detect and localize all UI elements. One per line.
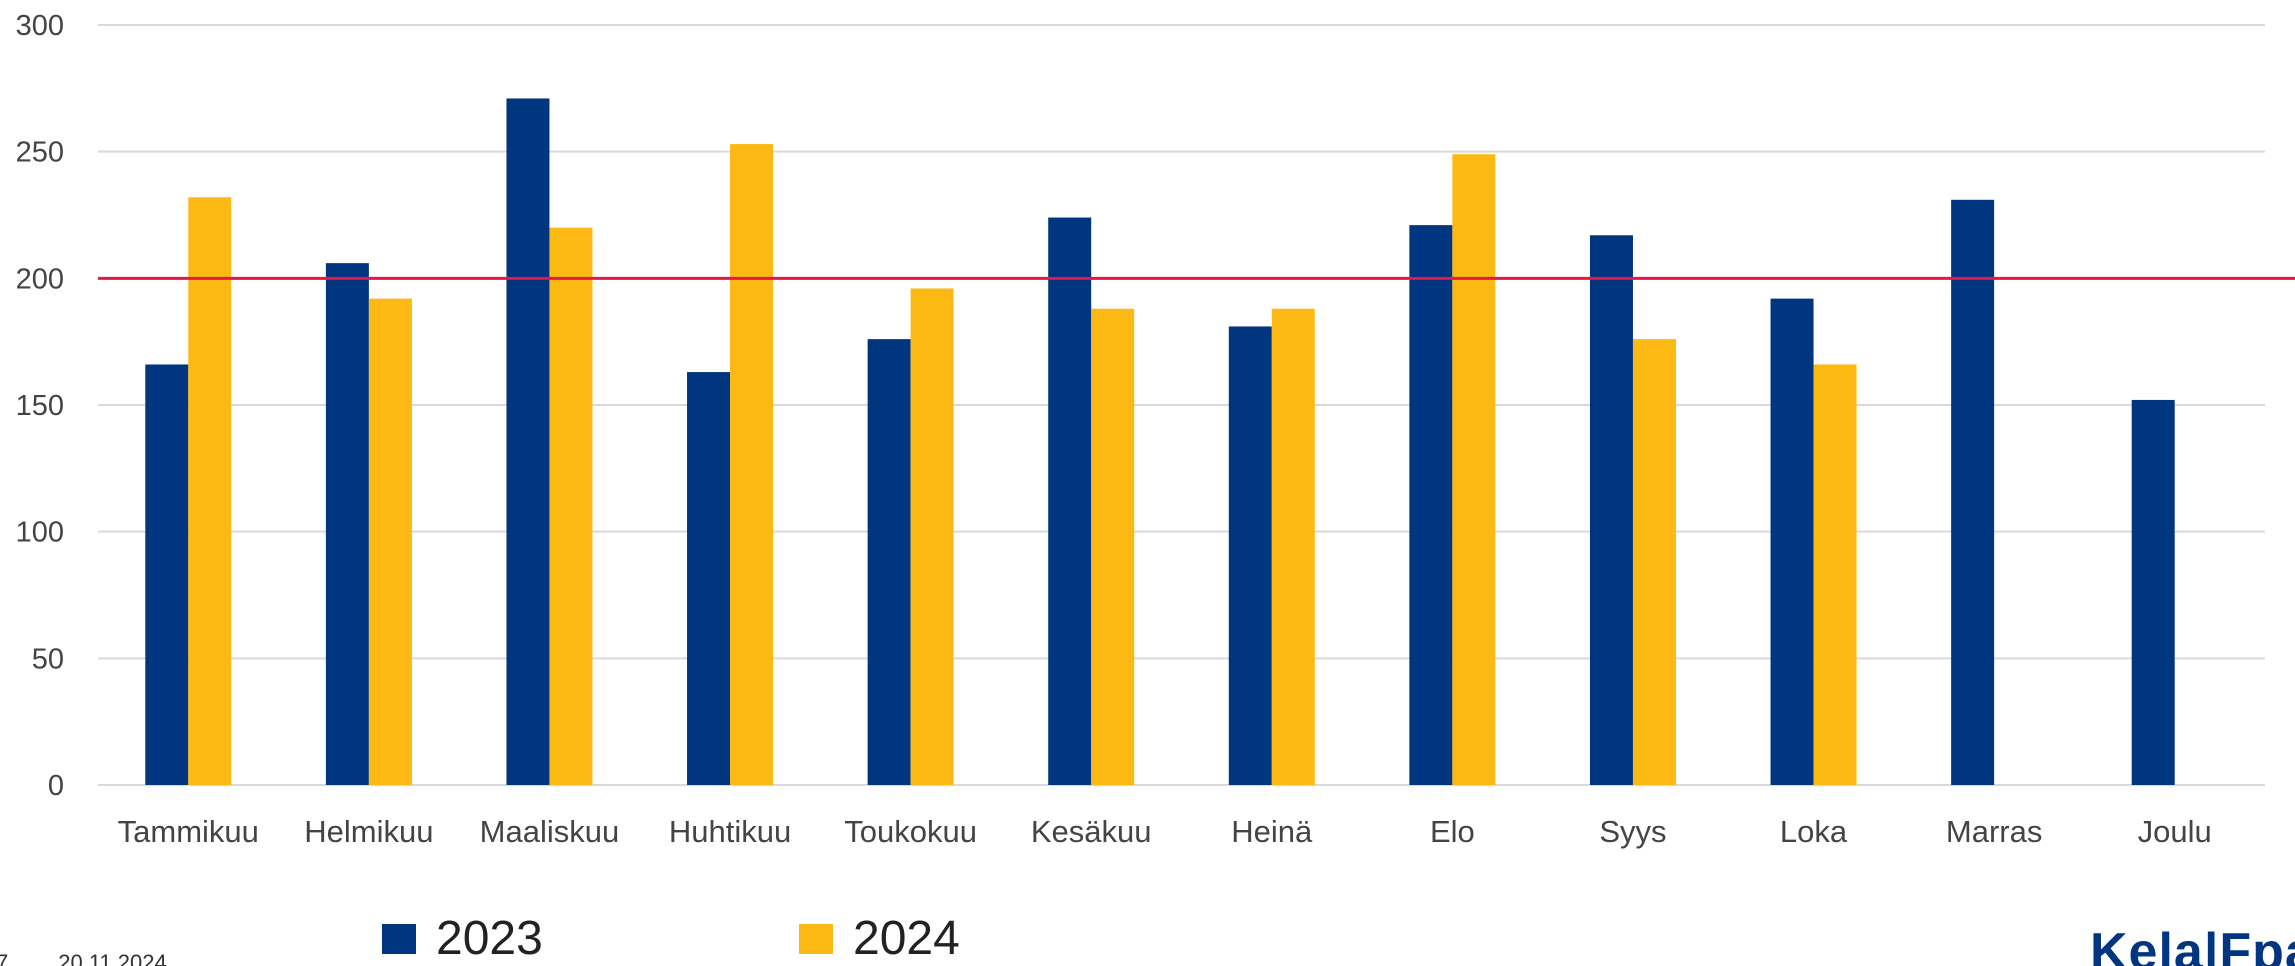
bar-2024-huhtikuu bbox=[730, 144, 774, 786]
legend-label-2024: 2024 bbox=[853, 912, 960, 965]
bar-2023-helmikuu bbox=[325, 263, 369, 786]
bar-2023-syys bbox=[1589, 235, 1633, 785]
y-tick-label-300: 300 bbox=[16, 10, 64, 42]
bar-2023-tammikuu bbox=[145, 364, 189, 785]
bar-2024-maaliskuu bbox=[549, 227, 593, 785]
page-number: 7 bbox=[0, 950, 9, 966]
x-tick-label-loka: Loka bbox=[1780, 814, 1848, 849]
bar-2024-toukokuu bbox=[910, 288, 954, 785]
bar-2024-loka bbox=[1813, 364, 1857, 785]
x-tick-label-heinä: Heinä bbox=[1231, 814, 1313, 849]
legend-swatch-2023 bbox=[382, 924, 416, 954]
bar-2023-elo bbox=[1409, 225, 1453, 786]
y-tick-label-200: 200 bbox=[16, 263, 64, 295]
x-tick-label-syys: Syys bbox=[1599, 814, 1666, 849]
bar-2023-maaliskuu bbox=[506, 98, 550, 785]
y-tick-label-50: 50 bbox=[32, 643, 64, 675]
legend-swatch-2024 bbox=[799, 924, 833, 954]
y-tick-label-100: 100 bbox=[16, 517, 64, 549]
footer-info: 7 20.11.2024 bbox=[0, 950, 167, 966]
x-tick-label-huhtikuu: Huhtikuu bbox=[669, 814, 791, 849]
bar-2023-joulu bbox=[2131, 399, 2175, 785]
bar-2024-tammikuu bbox=[188, 197, 232, 785]
x-tick-label-kesäkuu: Kesäkuu bbox=[1031, 814, 1152, 849]
footer-date: 20.11.2024 bbox=[58, 950, 167, 966]
bar-2023-heinä bbox=[1228, 326, 1272, 785]
x-tick-label-toukokuu: Toukokuu bbox=[844, 814, 977, 849]
bar-2023-toukokuu bbox=[867, 339, 911, 785]
bar-2024-heinä bbox=[1271, 308, 1315, 785]
bar-2024-helmikuu bbox=[368, 298, 412, 785]
y-tick-label-150: 150 bbox=[16, 390, 64, 422]
x-tick-label-joulu: Joulu bbox=[2138, 814, 2212, 849]
x-tick-label-marras: Marras bbox=[1946, 814, 2042, 849]
legend-item-2023: 2023 bbox=[382, 912, 543, 966]
x-tick-label-maaliskuu: Maaliskuu bbox=[480, 814, 620, 849]
kela-logo: Kela|Fpa bbox=[2090, 923, 2295, 966]
bar-2023-marras bbox=[1951, 199, 1995, 786]
y-tick-label-250: 250 bbox=[16, 137, 64, 169]
x-tick-label-elo: Elo bbox=[1430, 814, 1475, 849]
y-tick-label-0: 0 bbox=[48, 770, 64, 802]
x-tick-label-helmikuu: Helmikuu bbox=[304, 814, 433, 849]
bar-2024-elo bbox=[1452, 154, 1496, 785]
legend-item-2024: 2024 bbox=[799, 912, 960, 966]
bar-2024-syys bbox=[1632, 339, 1676, 785]
x-tick-label-tammikuu: Tammikuu bbox=[118, 814, 259, 849]
bar-2024-kesäkuu bbox=[1091, 308, 1135, 785]
bar-2023-kesäkuu bbox=[1048, 217, 1092, 786]
bar-2023-loka bbox=[1770, 298, 1814, 785]
bar-2023-huhtikuu bbox=[687, 372, 731, 785]
legend-label-2023: 2023 bbox=[436, 912, 543, 965]
